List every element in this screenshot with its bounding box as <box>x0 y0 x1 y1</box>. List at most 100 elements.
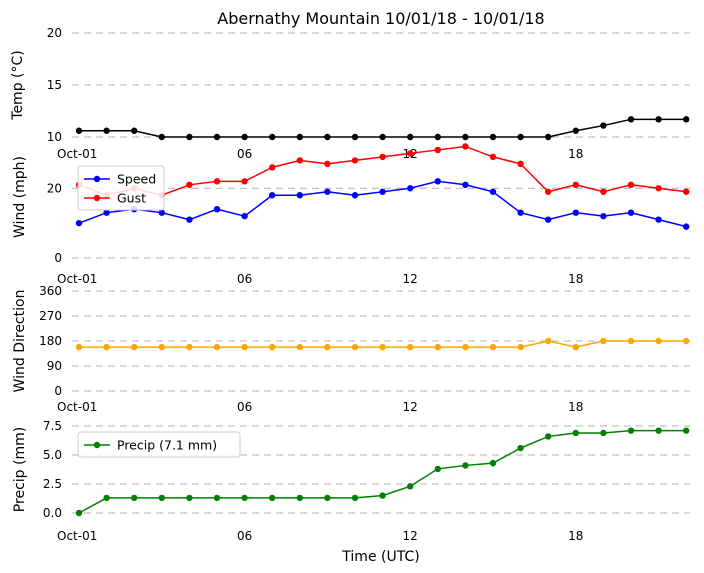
precip-x-tick-label: 12 <box>403 529 418 543</box>
precip-precip-7-1-mm-point <box>296 494 303 502</box>
temp-temp-point <box>545 133 552 141</box>
direction-direction-point <box>103 343 110 351</box>
wind-speed-point <box>186 216 193 223</box>
temp-temp-point <box>517 133 524 141</box>
temp-temp-point <box>462 133 469 141</box>
direction-direction-point <box>627 337 635 345</box>
wind-gust-point <box>269 164 276 171</box>
precip-y-tick-label: 2.5 <box>43 477 62 491</box>
direction-direction-point <box>655 337 662 345</box>
wind-speed-point <box>296 192 303 199</box>
precip-legend <box>77 431 241 458</box>
precip-precip-7-1-mm-point <box>324 494 331 502</box>
precip-precip-7-1-mm-point <box>186 494 193 502</box>
wind-speed-point <box>269 192 276 199</box>
temp-temp-point <box>103 127 110 134</box>
temp-x-tick-label: 18 <box>568 147 583 161</box>
wind-speed-point <box>517 209 524 216</box>
temp-y-tick-label: 15 <box>47 78 62 92</box>
temp-y-tick-label: 20 <box>47 26 62 40</box>
x-axis-label: Time (UTC) <box>341 549 419 565</box>
temp-temp-point <box>324 133 331 141</box>
precip-y-tick-label: 5.0 <box>43 448 62 462</box>
direction-direction-point <box>462 343 469 351</box>
wind-gust-point <box>324 160 331 168</box>
precip-precip-7-1-mm-point <box>75 509 83 517</box>
wind-speed-point <box>489 188 497 195</box>
direction-direction-point <box>75 343 83 351</box>
wind-speed-point <box>241 212 248 220</box>
wind-speed-point <box>103 209 110 216</box>
direction-direction-point <box>600 337 607 345</box>
direction-x-tick-label: Oct-01 <box>57 400 97 414</box>
temp-temp-point <box>407 133 414 141</box>
direction-direction-point <box>186 343 193 351</box>
wind-gust-point <box>213 178 221 185</box>
temp-x-tick-label: Oct-01 <box>57 147 97 161</box>
wind-speed-point <box>627 209 635 216</box>
wind-speed-point <box>545 216 552 223</box>
direction-direction-point <box>407 343 414 351</box>
precip-precip-7-1-mm-point <box>241 494 248 502</box>
direction-y-tick-label: 360 <box>39 284 62 298</box>
temp-temp-point <box>600 122 607 129</box>
wind-legend-gust-marker <box>93 194 101 202</box>
temp-temp-point <box>351 133 359 141</box>
wind-gust-point <box>517 160 524 168</box>
direction-direction-point <box>131 343 138 351</box>
direction-direction-point <box>213 343 221 351</box>
direction-direction-point <box>241 343 248 351</box>
precip-precip-7-1-mm-point <box>655 427 662 434</box>
precip-precip-7-1-mm-point <box>103 494 110 502</box>
precip-precip-7-1-mm-point <box>434 465 441 473</box>
direction-x-tick-label: 06 <box>237 400 252 414</box>
precip-precip-7-1-mm-point <box>351 494 359 502</box>
temp-temp-point <box>572 127 579 134</box>
precip-precip-7-1-mm-point <box>572 429 579 437</box>
temp-temp-point <box>379 133 386 141</box>
wind-gust-point <box>572 181 579 188</box>
wind-gust-point <box>683 188 690 195</box>
wind-y-axis-label: Wind (mph) <box>12 156 28 238</box>
wind-legend-speed-marker <box>93 175 101 183</box>
direction-x-tick-label: 18 <box>568 400 583 414</box>
temp-temp-point <box>241 133 248 141</box>
wind-speed-point <box>462 181 469 188</box>
direction-direction-point <box>489 343 497 351</box>
temp-y-axis-label: Temp (°C) <box>10 50 26 120</box>
temp-temp-point <box>75 127 83 134</box>
wind-gust-point <box>407 150 414 157</box>
precip-y-tick-label: 7.5 <box>43 419 62 433</box>
direction-y-tick-label: 180 <box>39 334 62 348</box>
direction-y-tick-label: 0 <box>54 384 62 398</box>
wind-gust-point <box>351 157 359 164</box>
wind-speed-point <box>379 188 386 195</box>
direction-direction-point <box>517 343 524 351</box>
direction-direction-point <box>324 343 331 351</box>
temp-x-tick-label: 06 <box>237 147 252 161</box>
wind-speed-point <box>213 206 221 213</box>
wind-x-tick-label: 12 <box>403 272 418 286</box>
wind-speed-point <box>655 216 662 223</box>
precip-precip-7-1-mm-point <box>627 427 635 434</box>
precip-precip-7-1-mm-point <box>158 494 165 502</box>
wind-gust-point <box>627 181 635 188</box>
temp-temp-point <box>683 116 690 123</box>
precip-legend-precip-7-1-mm-label: Precip (7.1 mm) <box>117 438 217 453</box>
wind-speed-point <box>600 212 607 220</box>
wind-gust-point <box>462 143 469 150</box>
precip-legend-precip-7-1-mm-marker <box>93 441 101 449</box>
direction-direction-point <box>379 343 386 351</box>
wind-speed-point <box>683 223 690 230</box>
precip-precip-7-1-mm-point <box>213 494 221 502</box>
temp-temp-point <box>296 133 303 141</box>
direction-direction-point <box>683 337 690 345</box>
precip-precip-7-1-mm-point <box>545 433 552 440</box>
direction-direction-point <box>351 343 359 351</box>
wind-gust-point <box>489 153 497 161</box>
direction-y-tick-label: 270 <box>39 309 62 323</box>
temp-temp-point <box>186 133 193 141</box>
temp-temp-point <box>627 116 635 123</box>
temp-temp-point <box>655 116 662 123</box>
